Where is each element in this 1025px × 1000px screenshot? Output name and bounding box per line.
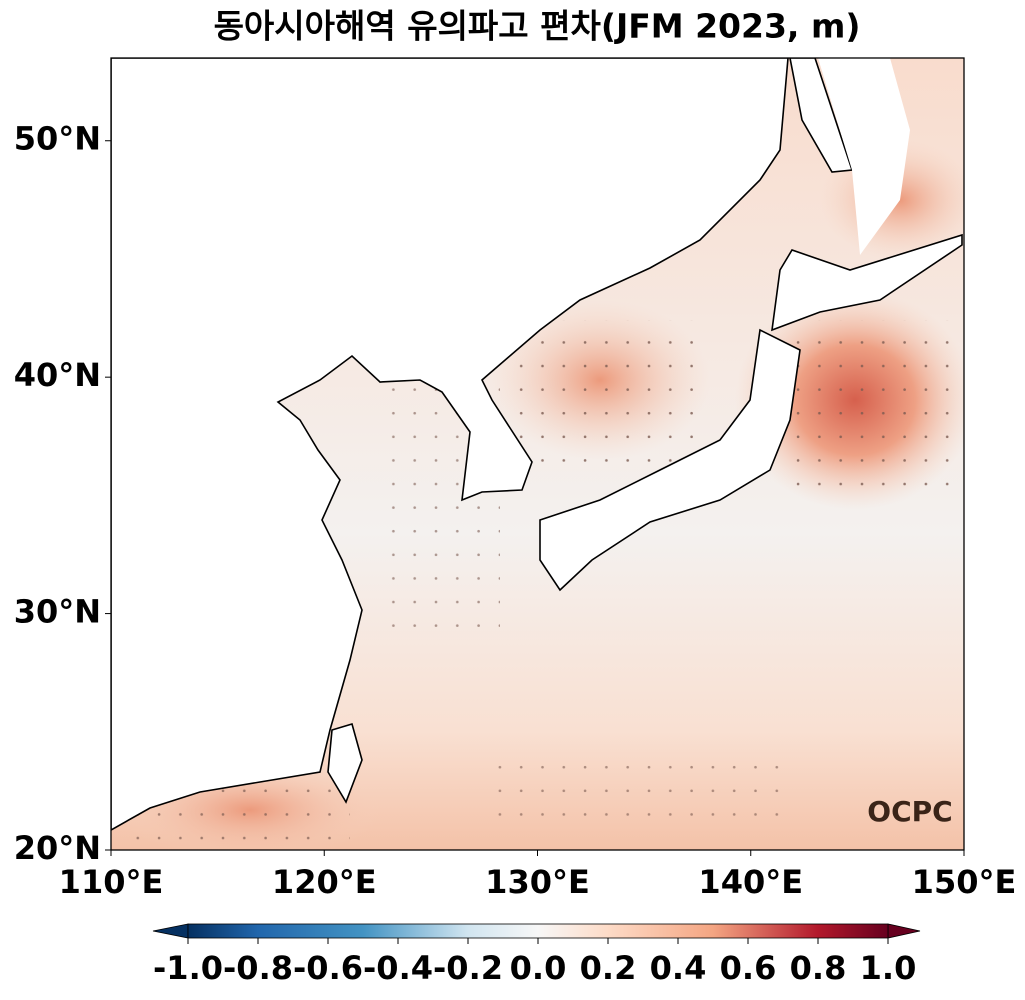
- y-tick-label: 30°N: [14, 593, 101, 631]
- y-tick-label: 20°N: [14, 829, 101, 867]
- colorbar-tick-label: 1.0: [860, 949, 917, 987]
- x-tick-label: 130°E: [485, 863, 590, 901]
- title: 동아시아해역 유의파고 편차(JFM 2023, m): [214, 7, 861, 46]
- y-tick-label: 40°N: [14, 356, 101, 394]
- x-tick-label: 110°E: [59, 863, 164, 901]
- colorbar-tick-label: -0.8: [223, 949, 293, 987]
- colorbar-extend-high: [887, 923, 921, 939]
- colorbar: [187, 923, 889, 939]
- logo: OCPC: [867, 795, 952, 828]
- y-tick-label: 50°N: [14, 120, 101, 158]
- colorbar-tick-label: 0.2: [580, 949, 637, 987]
- coastline: [111, 58, 963, 831]
- x-tick-label: 120°E: [272, 863, 377, 901]
- colorbar-tick-label: 0.8: [790, 949, 847, 987]
- colorbar-tick-label: 0.0: [510, 949, 567, 987]
- colorbar-tick-label: -0.4: [363, 949, 433, 987]
- colorbar-tick-label: -1.0: [153, 949, 223, 987]
- x-tick-label: 140°E: [698, 863, 803, 901]
- x-tick-label: 150°E: [912, 863, 1017, 901]
- colorbar-extend-low: [152, 923, 189, 939]
- colorbar-tick-label: 0.4: [650, 949, 707, 987]
- colorbar-tick-label: -0.2: [433, 949, 503, 987]
- colorbar-tick-label: 0.6: [720, 949, 777, 987]
- map-field: [111, 58, 964, 850]
- colorbar-tick-label: -0.6: [293, 949, 363, 987]
